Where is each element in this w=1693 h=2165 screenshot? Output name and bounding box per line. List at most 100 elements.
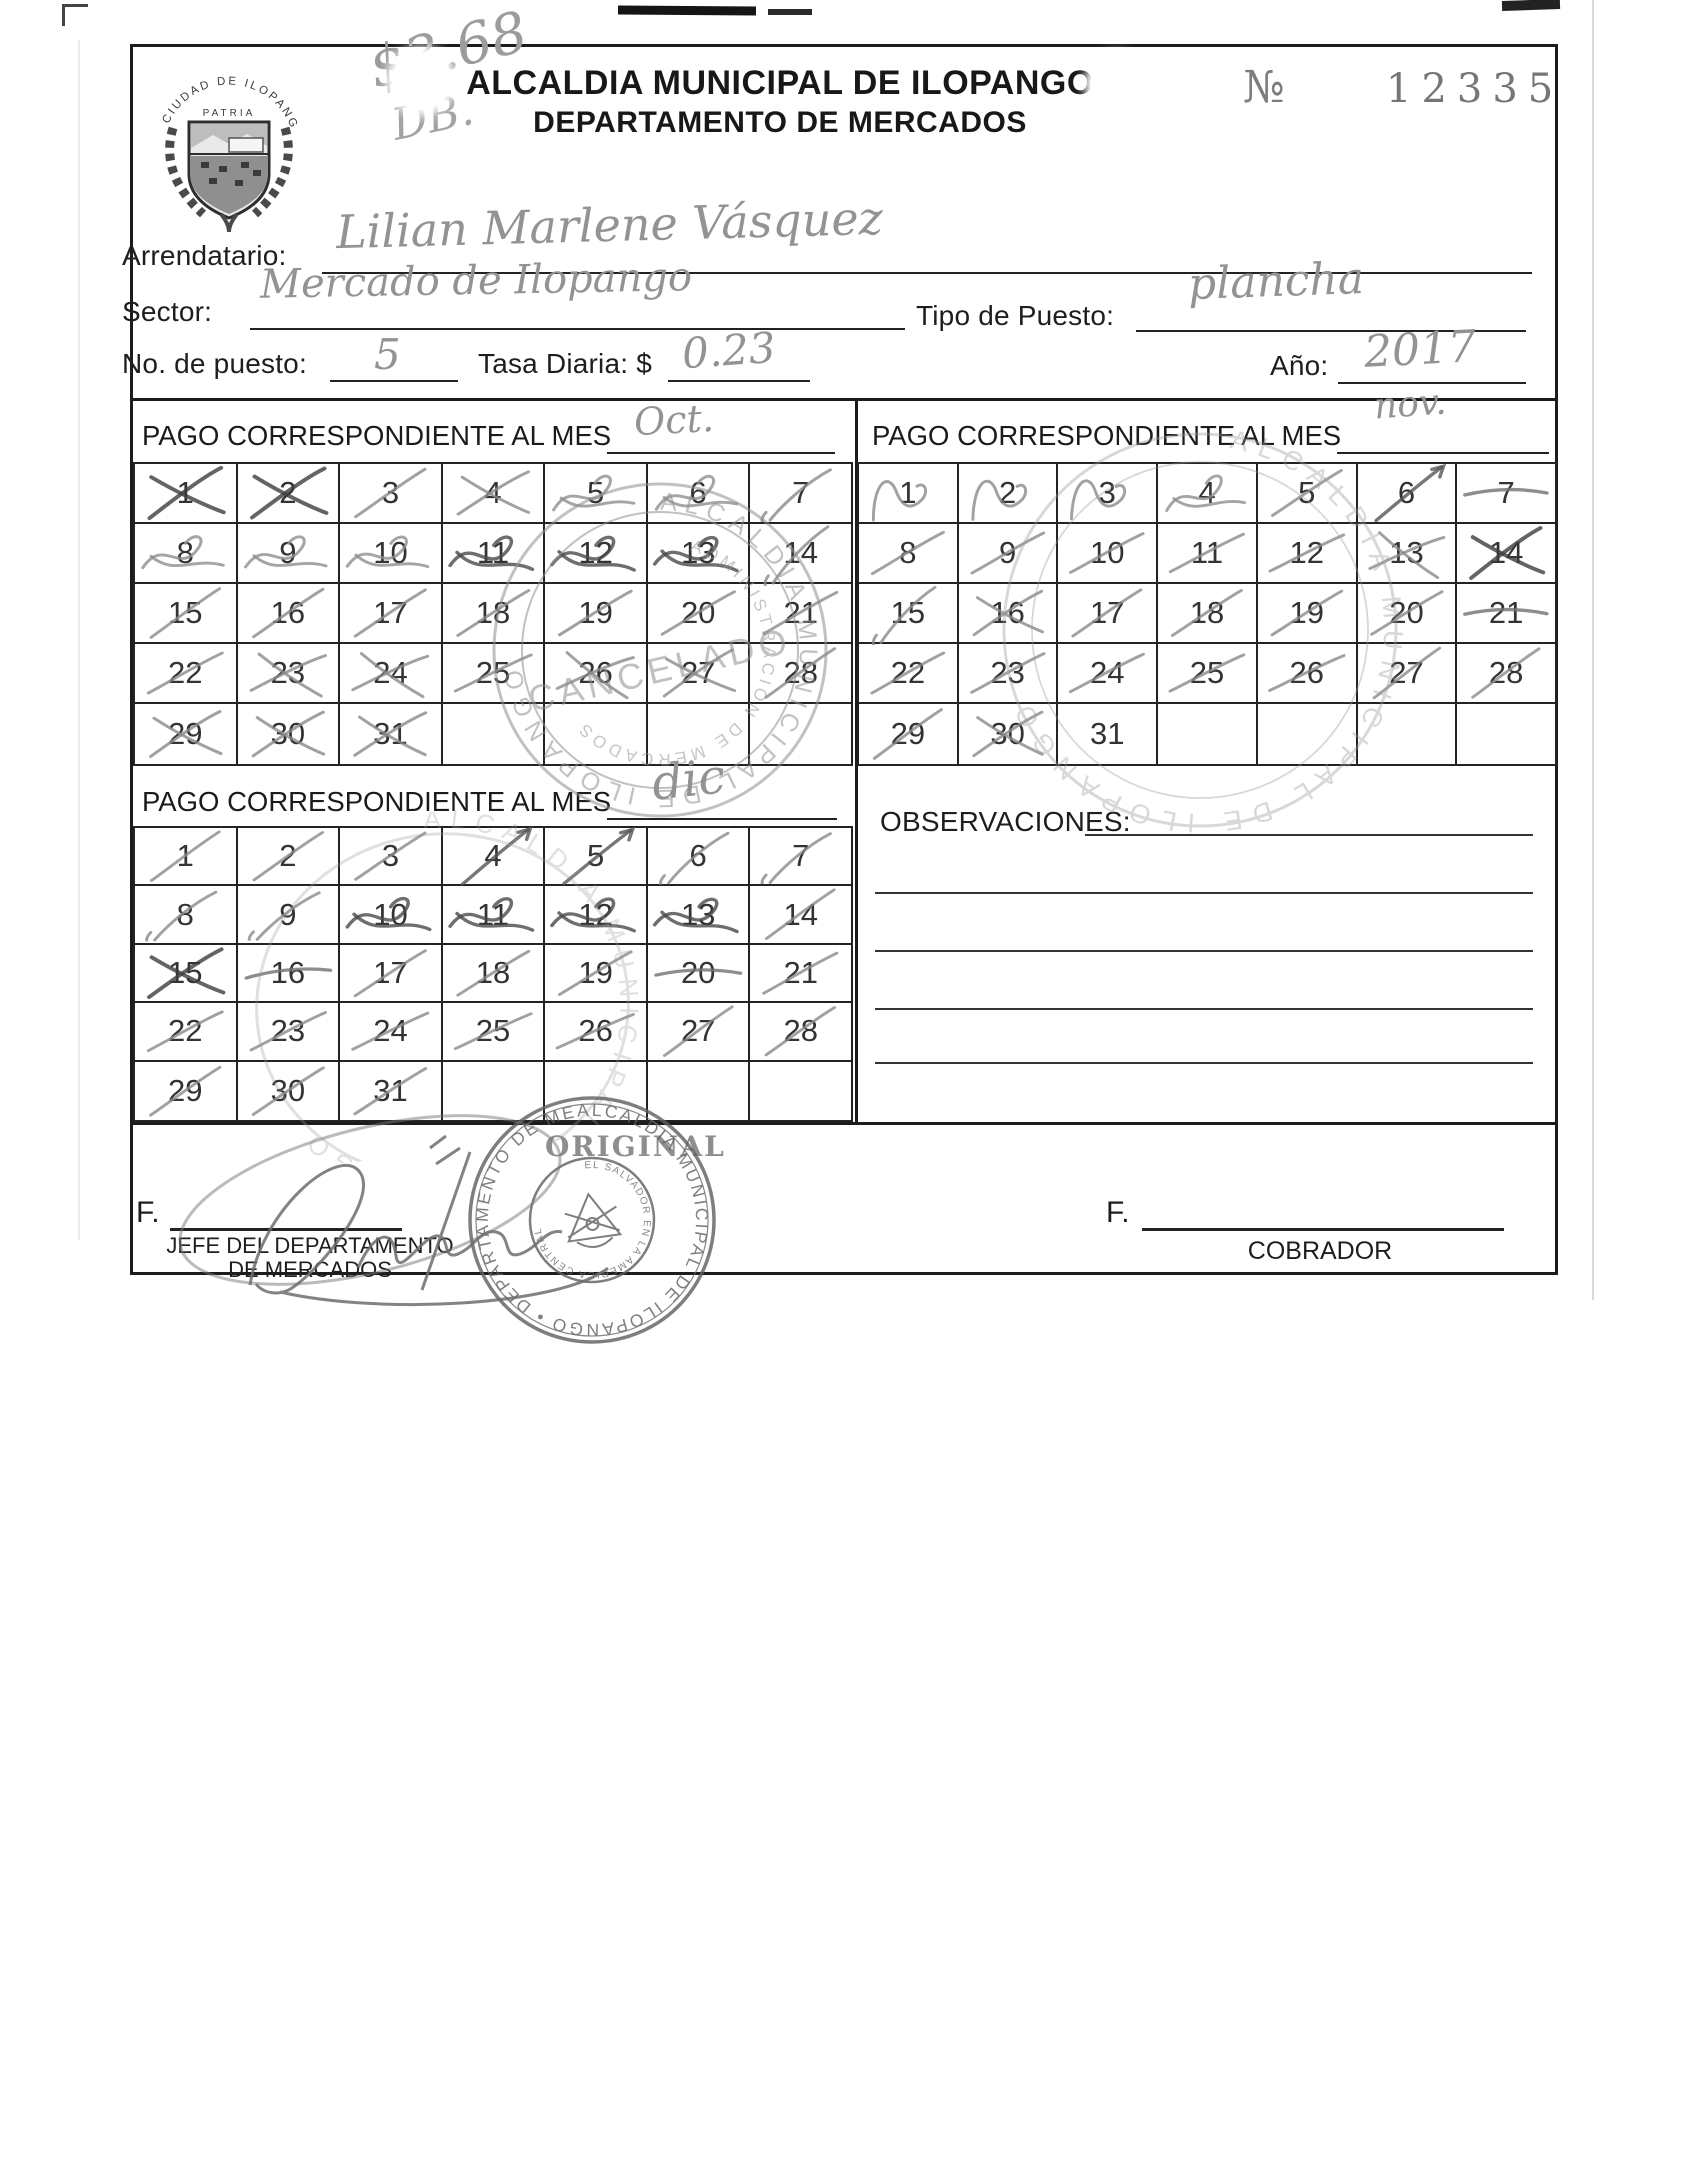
form-subtitle: DEPARTAMENTO DE MERCADOS: [533, 106, 1027, 139]
day-number: 13: [680, 896, 716, 932]
calendar-week-row: 29 30 31: [135, 1061, 851, 1121]
day-number: 23: [270, 1013, 306, 1049]
day-number: 16: [990, 595, 1025, 630]
day-cell: 30: [238, 704, 341, 764]
calendar-octubre-title: PAGO CORRESPONDIENTE AL MES: [142, 420, 612, 451]
day-cell: 6: [1357, 463, 1458, 524]
day-number: 24: [373, 1013, 408, 1049]
day-cell: 13: [647, 524, 751, 584]
tipo-puesto-line: [1136, 300, 1526, 332]
day-cell: [750, 1062, 851, 1120]
day-cell: 5: [1257, 464, 1358, 524]
signature-right-f: F.: [1106, 1196, 1130, 1229]
day-cell: 26: [1257, 644, 1358, 704]
day-number: 3: [381, 475, 400, 510]
day-number: 3: [1098, 475, 1116, 510]
day-number: 28: [783, 1013, 818, 1049]
day-number: 14: [783, 535, 818, 570]
calendar-week-row: 22 23 24 25 26 27 28: [859, 644, 1556, 704]
day-cell: 8: [135, 886, 238, 945]
sector-label: Sector:: [122, 296, 213, 327]
day-number: 26: [578, 655, 613, 690]
calendar-noviembre-month-value: nov.: [1372, 381, 1448, 428]
day-number: 8: [176, 896, 194, 932]
day-cell: 5: [545, 464, 648, 524]
day-cell: 17: [1058, 584, 1159, 644]
day-number: 23: [270, 655, 306, 690]
day-cell: 20: [647, 584, 751, 644]
day-number: 29: [168, 716, 203, 751]
day-number: 20: [680, 955, 716, 991]
calendar-diciembre-month-value: dic: [649, 748, 728, 812]
day-number: 15: [168, 955, 203, 991]
day-number: 2: [279, 838, 297, 874]
day-number: 25: [1189, 655, 1225, 690]
day-number: 31: [373, 1072, 408, 1108]
day-cell: 13: [1357, 524, 1458, 584]
day-cell: 16: [958, 584, 1059, 644]
day-number: 17: [373, 955, 408, 991]
day-number: 12: [578, 535, 613, 570]
laurel-left: [165, 126, 207, 218]
day-cell: 25: [442, 644, 546, 704]
day-cell: 14: [1457, 524, 1556, 584]
day-number: 31: [1090, 716, 1125, 751]
observaciones-line: [875, 1008, 1533, 1010]
day-number: 26: [1289, 655, 1324, 690]
scan-artifact-bar: [1501, 0, 1561, 12]
day-number: 7: [1497, 475, 1515, 510]
day-number: 21: [1488, 595, 1524, 630]
calendar-week-row: 29 30 31: [859, 704, 1555, 764]
calendar-noviembre-month-line: [1337, 424, 1549, 454]
day-number: 6: [1397, 475, 1416, 510]
day-cell: 6: [647, 828, 751, 887]
day-cell: 15: [859, 584, 959, 647]
tipo-puesto-value: plancha: [1187, 252, 1365, 311]
day-cell: 28: [750, 1003, 852, 1062]
day-cell: 25: [1158, 644, 1258, 704]
original-label: ORIGINAL: [545, 1130, 726, 1163]
day-cell: 15: [135, 584, 238, 644]
day-number: 4: [1198, 475, 1216, 510]
day-cell: 20: [1357, 584, 1458, 644]
receipt-number-value: 12335: [1386, 66, 1564, 112]
receipt-number-label: №: [1243, 62, 1285, 113]
no-puesto-value: 5: [374, 330, 401, 379]
day-cell: 23: [237, 644, 341, 704]
tasa-diaria-line: [668, 350, 810, 382]
day-cell: [1457, 704, 1555, 764]
day-cell: 19: [1257, 584, 1358, 644]
day-cell: 23: [237, 1003, 341, 1062]
day-cell: [648, 1061, 751, 1121]
day-cell: 30: [959, 704, 1059, 764]
day-cell: 1: [135, 828, 238, 887]
day-cell: 21: [1457, 584, 1556, 644]
form-title: ALCALDIA MUNICIPAL DE ILOPANGO: [466, 64, 1094, 102]
day-number: 26: [578, 1013, 613, 1049]
day-number: 22: [168, 1013, 203, 1049]
day-cell: 6: [647, 464, 751, 524]
day-cell: 22: [135, 644, 238, 704]
day-cell: 14: [750, 886, 852, 945]
day-number: 10: [1090, 535, 1125, 570]
day-cell: 19: [545, 584, 648, 644]
day-number: 24: [1090, 655, 1125, 690]
day-cell: 30: [238, 1061, 341, 1121]
day-number: 13: [680, 535, 716, 570]
day-cell: 12: [1257, 524, 1358, 584]
day-cell: 31: [340, 704, 443, 764]
day-cell: 20: [647, 944, 751, 1004]
calendar-octubre-month-value: Oct.: [632, 395, 715, 445]
day-cell: 18: [442, 944, 546, 1004]
day-cell: 3: [340, 828, 443, 887]
scan-artifact-bar: [768, 9, 812, 15]
day-number: 17: [1090, 595, 1125, 630]
day-number: 10: [373, 896, 408, 932]
sector-line: [250, 298, 905, 330]
calendar-week-row: 22 23 24 25 26 27 28: [135, 1003, 852, 1062]
day-cell: 7: [1457, 464, 1556, 524]
calendar-week-row: 8 9 10 11 12 13 14: [135, 524, 852, 588]
day-number: 6: [689, 838, 707, 874]
day-cell: 27: [647, 1003, 751, 1062]
